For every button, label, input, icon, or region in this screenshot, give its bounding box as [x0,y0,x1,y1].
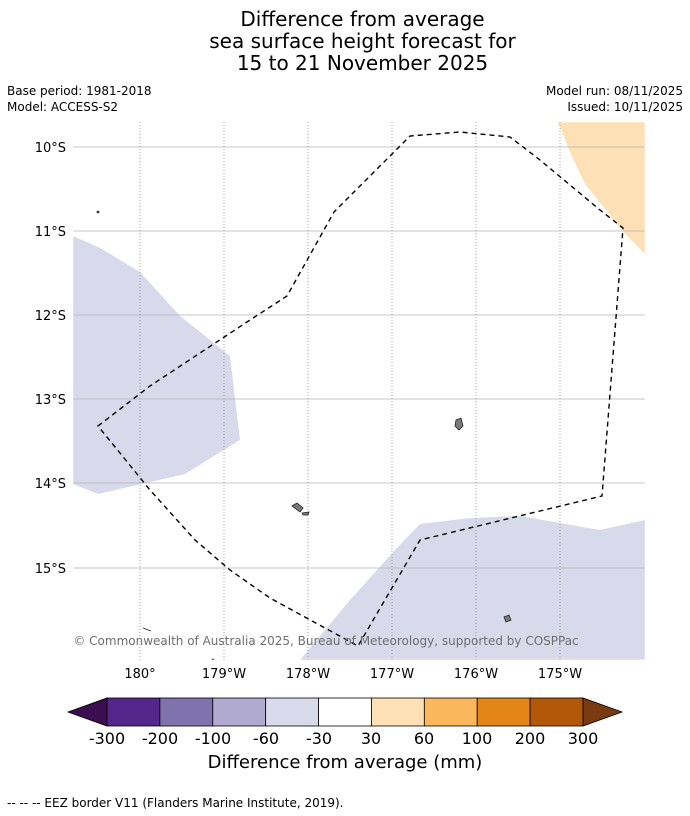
lon-label-178w: 178°W [286,667,330,682]
eez-footnote: -- -- -- EEZ border V11 (Flanders Marine… [7,796,344,810]
title-line-3: 15 to 21 November 2025 [236,51,489,75]
model-run-text: Model run: 08/11/2025 [545,84,683,98]
island-center [291,502,304,513]
lon-label-176w: 176°W [454,667,498,682]
base-period-text: Base period: 1981-2018 [7,84,152,98]
lat-label-12s: 12°S [35,309,66,324]
colorbar-tick-labels: -300 -200 -100 -60 -30 30 60 100 200 300 [89,729,598,748]
title-line-1: Difference from average [240,7,485,31]
model-text: Model: ACCESS-S2 [7,100,119,114]
colorbar-bin [159,697,214,727]
colorbar-bin [212,697,267,727]
cb-tick-label: 30 [361,729,381,748]
issued-text: Issued: 10/11/2025 [567,100,683,114]
anomaly-region-south [300,516,645,660]
map-frame [72,121,646,661]
chart-title: Difference from average sea surface heig… [0,8,690,74]
colorbar-low-extend [66,697,108,727]
colorbar: -300 -200 -100 -60 -30 30 60 100 200 300 [66,697,624,748]
cb-tick-label: -300 [89,729,125,748]
map-figure: 10°S 11°S 12°S 13°S 14°S 15°S 180° 179°W… [35,121,646,748]
colorbar-bin [371,697,425,727]
cb-tick-label: -100 [195,729,231,748]
colorbar-title: Difference from average (mm) [207,752,483,773]
colorbar-bin [476,697,531,727]
title-line-2: sea surface height forecast for [209,29,516,53]
cb-tick-label: 300 [568,729,599,748]
cb-tick-label: -60 [253,729,279,748]
colorbar-bins [106,697,584,727]
colorbar-bin [318,697,372,727]
lon-label-180: 180° [124,667,155,682]
island-southeast [503,614,512,623]
cb-tick-label: -200 [142,729,178,748]
cb-tick-label: -30 [306,729,332,748]
cb-tick-label: 60 [414,729,434,748]
colorbar-bin [423,697,478,727]
colorbar-bin [106,697,161,727]
latitude-gridlines [73,146,645,569]
colorbar-bin [265,697,319,727]
island-east [454,417,464,431]
island-northwest [96,210,100,214]
colorbar-bin [529,697,584,727]
lat-label-13s: 13°S [35,393,66,408]
island-southwest [142,627,152,632]
anomaly-region-northeast [558,122,645,254]
meta-left: Base period: 1981-2018 Model: ACCESS-S2 [7,83,152,115]
longitude-labels: 180° 179°W 178°W 177°W 176°W 175°W [124,667,582,682]
cb-tick-label: 100 [462,729,493,748]
lon-label-179w: 179°W [202,667,246,682]
copyright-text: © Commonwealth of Australia 2025, Bureau… [73,634,578,648]
lon-label-177w: 177°W [370,667,414,682]
meta-right: Model run: 08/11/2025 Issued: 10/11/2025 [546,83,683,115]
lat-label-14s: 14°S [35,477,66,492]
lat-label-11s: 11°S [35,225,66,240]
islands [96,210,512,660]
anomaly-region-west [73,236,240,494]
colorbar-high-extend [582,697,624,727]
latitude-labels: 10°S 11°S 12°S 13°S 14°S 15°S [35,141,66,577]
cb-tick-label: 200 [515,729,546,748]
lon-label-175w: 175°W [538,667,582,682]
lat-label-15s: 15°S [35,562,66,577]
island-center-small [301,511,310,516]
eez-border [97,131,624,647]
lat-label-10s: 10°S [35,141,66,156]
